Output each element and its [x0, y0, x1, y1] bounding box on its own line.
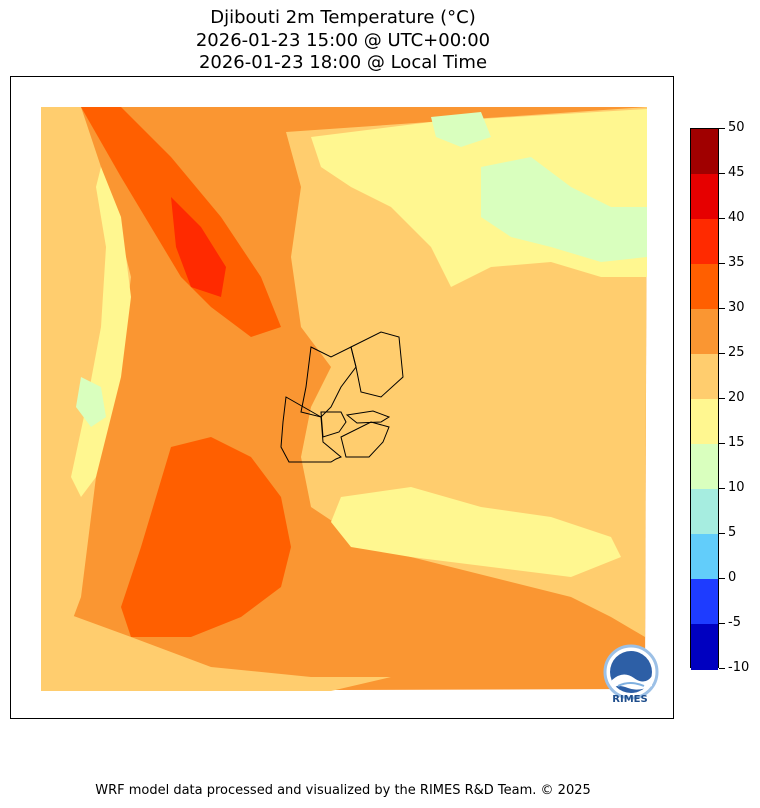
colorbar-tick: [719, 263, 725, 264]
map-subtitle-utc: 2026-01-23 15:00 @ UTC+00:00: [195, 30, 491, 51]
colorbar-tick: [719, 398, 725, 399]
colorbar-tick-label: 45: [728, 165, 745, 180]
map-frame: [10, 76, 674, 719]
colorbar-tick: [719, 353, 725, 354]
colorbar-tick-label: 50: [728, 120, 745, 135]
field-sw-20-25: [49, 607, 391, 691]
colorbar-tick-label: 5: [728, 525, 737, 540]
border-tadjourah: [300, 346, 357, 418]
colorbar-segment: [691, 579, 718, 625]
map-subtitle-local: 2026-01-23 18:00 @ Local Time: [198, 52, 488, 73]
colorbar-segment: [691, 129, 718, 175]
colorbar-tick-label: 30: [728, 300, 745, 315]
border-obock: [350, 331, 404, 398]
field-south-15-20: [331, 487, 621, 577]
colorbar: [690, 128, 719, 670]
colorbar-segment: [691, 219, 718, 265]
colorbar-segment: [691, 624, 718, 670]
colorbar-segment: [691, 174, 718, 220]
field-sw-30-35: [121, 437, 291, 637]
colorbar-tick: [719, 308, 725, 309]
border-djibouti-city: [345, 410, 391, 424]
colorbar-tick: [719, 533, 725, 534]
colorbar-tick: [719, 173, 725, 174]
colorbar-tick-label: 40: [728, 210, 745, 225]
colorbar-tick: [719, 578, 725, 579]
colorbar-tick: [719, 488, 725, 489]
field-ne-10-15a: [481, 157, 647, 262]
colorbar-segment: [691, 264, 718, 310]
colorbar-tick-label: 25: [728, 345, 745, 360]
colorbar-segment: [691, 489, 718, 535]
colorbar-tick-label: 20: [728, 390, 745, 405]
field-ridge-35-40: [171, 197, 226, 297]
colorbar-segment: [691, 399, 718, 445]
region-borders: [280, 331, 404, 463]
colorbar-segment: [691, 354, 718, 400]
colorbar-tick-label: 15: [728, 435, 745, 450]
field-west-10-15: [76, 377, 106, 427]
colorbar-tick-label: -10: [728, 660, 750, 675]
colorbar-tick: [719, 668, 725, 669]
field-ne-10-15b: [431, 112, 491, 147]
colorbar-tick-label: 35: [728, 255, 745, 270]
colorbar-tick-label: 0: [728, 570, 737, 585]
colorbar-tick-label: -5: [728, 615, 741, 630]
colorbar-segment: [691, 444, 718, 490]
rimes-logo-icon: [603, 644, 659, 700]
colorbar-segment: [691, 534, 718, 580]
colorbar-tick: [719, 623, 725, 624]
temperature-field: [41, 107, 647, 691]
colorbar-tick: [719, 443, 725, 444]
colorbar-tick-label: 10: [728, 480, 745, 495]
colorbar-tick: [719, 128, 725, 129]
credit-footer: WRF model data processed and visualized …: [95, 783, 591, 798]
border-arta: [320, 411, 347, 438]
map-title: Djibouti 2m Temperature (°C): [210, 7, 476, 28]
rimes-logo-text: RIMES: [612, 694, 648, 705]
colorbar-tick: [719, 218, 725, 219]
colorbar-segment: [691, 309, 718, 355]
